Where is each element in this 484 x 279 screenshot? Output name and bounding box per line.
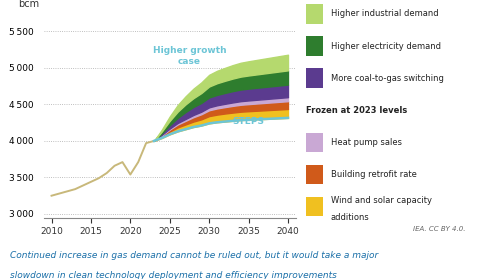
Text: STEPS: STEPS: [232, 117, 264, 126]
Text: bcm: bcm: [18, 0, 40, 9]
Text: Higher growth
case: Higher growth case: [152, 46, 226, 66]
Text: Frozen at 2023 levels: Frozen at 2023 levels: [305, 106, 406, 115]
Text: More coal-to-gas switching: More coal-to-gas switching: [330, 74, 443, 83]
Text: Wind and solar capacity: Wind and solar capacity: [330, 196, 431, 205]
Text: Building retrofit rate: Building retrofit rate: [330, 170, 416, 179]
Text: Higher electricity demand: Higher electricity demand: [330, 42, 440, 50]
Text: additions: additions: [330, 213, 369, 222]
Text: Continued increase in gas demand cannot be ruled out, but it would take a major: Continued increase in gas demand cannot …: [10, 251, 377, 260]
Text: Higher industrial demand: Higher industrial demand: [330, 9, 438, 18]
Text: slowdown in clean technology deployment and efficiency improvements: slowdown in clean technology deployment …: [10, 271, 336, 279]
Text: Heat pump sales: Heat pump sales: [330, 138, 401, 147]
Text: IEA. CC BY 4.0.: IEA. CC BY 4.0.: [412, 225, 465, 232]
